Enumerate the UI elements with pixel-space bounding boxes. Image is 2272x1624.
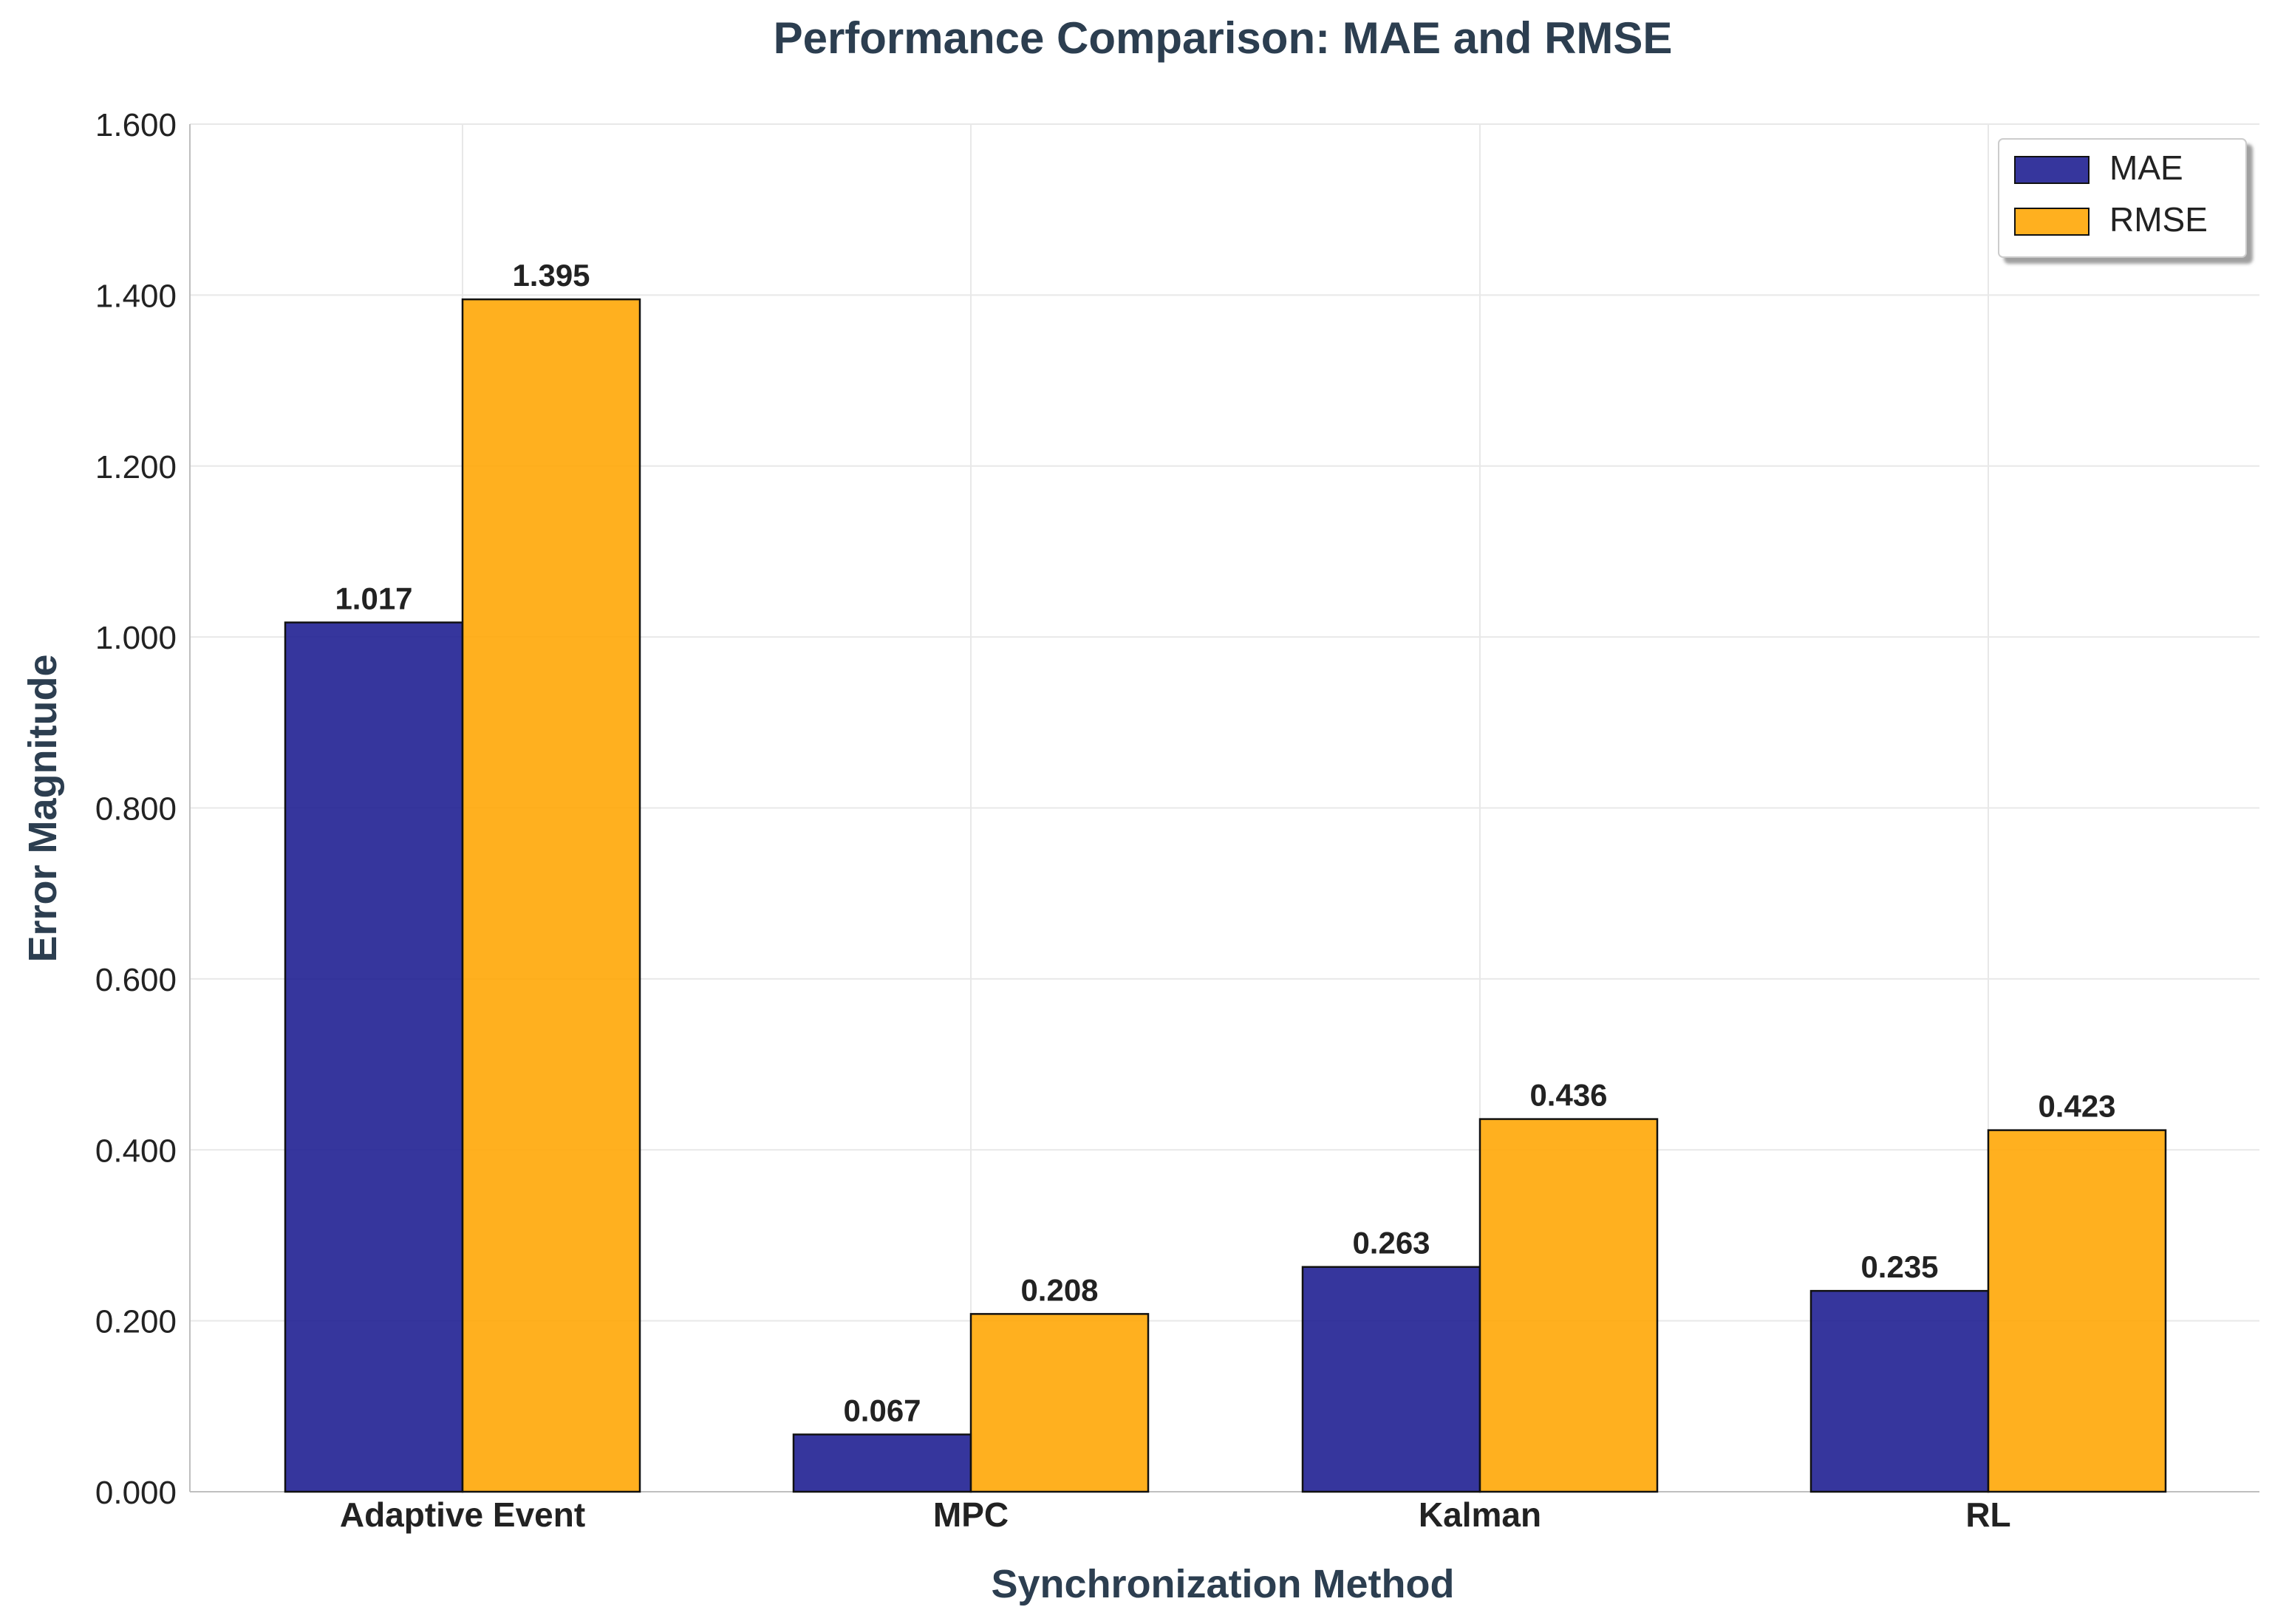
value-label: 1.395 bbox=[512, 258, 590, 293]
y-tick-label: 1.000 bbox=[95, 620, 177, 656]
x-tick-label: RL bbox=[1965, 1495, 2010, 1534]
y-tick-label: 1.400 bbox=[95, 278, 177, 314]
legend-label-rmse: RMSE bbox=[2109, 200, 2208, 239]
value-label: 0.263 bbox=[1352, 1226, 1430, 1260]
y-axis-title: Error Magnitude bbox=[21, 654, 65, 962]
value-label: 1.017 bbox=[335, 581, 412, 615]
x-tick-label: Adaptive Event bbox=[340, 1495, 585, 1534]
bar-rmse-kalman bbox=[1478, 1118, 1659, 1493]
y-tick-label: 1.200 bbox=[95, 449, 177, 485]
legend-label-mae: MAE bbox=[2109, 149, 2183, 187]
bar-mae-rl bbox=[1809, 1289, 1990, 1493]
bar-rmse-rl bbox=[1987, 1129, 2167, 1493]
value-label: 0.235 bbox=[1860, 1249, 1938, 1284]
bar-mae-mpc bbox=[792, 1433, 972, 1493]
bar-mae-kalman bbox=[1301, 1266, 1481, 1493]
x-tick-label: Kalman bbox=[1419, 1495, 1541, 1534]
value-label: 0.423 bbox=[2038, 1089, 2115, 1124]
x-tick-label: MPC bbox=[933, 1495, 1009, 1534]
y-tick-label: 0.600 bbox=[95, 962, 177, 998]
x-axis-title: Synchronization Method bbox=[992, 1562, 1455, 1606]
y-tick-label: 0.800 bbox=[95, 791, 177, 828]
x-axis-ticks: Adaptive Event MPC Kalman RL bbox=[340, 1495, 2011, 1534]
value-label: 0.067 bbox=[843, 1393, 921, 1427]
y-tick-label: 1.600 bbox=[95, 107, 177, 143]
value-label: 0.436 bbox=[1529, 1078, 1607, 1113]
bars bbox=[284, 298, 2167, 1493]
y-tick-label: 0.000 bbox=[95, 1475, 177, 1511]
chart-title: Performance Comparison: MAE and RMSE bbox=[774, 13, 1673, 63]
legend-swatch-mae bbox=[2014, 156, 2090, 184]
y-tick-label: 0.400 bbox=[95, 1133, 177, 1169]
value-label: 0.208 bbox=[1020, 1272, 1098, 1307]
y-tick-label: 0.200 bbox=[95, 1304, 177, 1340]
bar-mae-adaptive-event bbox=[284, 621, 464, 1493]
legend-swatch-rmse bbox=[2014, 208, 2090, 236]
legend: MAE RMSE bbox=[1998, 138, 2247, 258]
bar-rmse-adaptive-event bbox=[461, 298, 641, 1493]
value-labels: 1.017 0.067 0.263 0.235 1.395 0.208 0.436 0.423 bbox=[335, 258, 2115, 1427]
y-axis-ticks: 0.000 0.200 0.400 0.600 0.800 1.000 1.200 1.400… bbox=[95, 107, 177, 1511]
bar-rmse-mpc bbox=[969, 1313, 1150, 1493]
